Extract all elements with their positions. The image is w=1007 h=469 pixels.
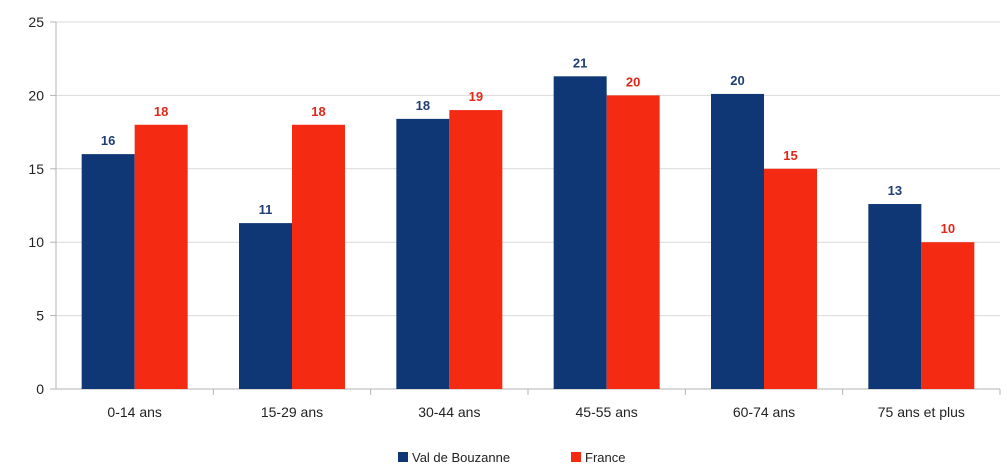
data-label: 21 [573,55,587,70]
bar-france [449,110,503,389]
data-label: 10 [941,221,955,236]
data-label: 18 [416,98,430,113]
y-tick-label: 5 [36,308,44,324]
bar-france [134,124,188,389]
legend: Val de Bouzanne France [398,450,625,465]
bar-val-de-bouzanne [239,223,292,389]
data-label: 13 [888,183,902,198]
y-tick-label: 0 [36,381,44,397]
data-label: 18 [311,104,325,119]
x-tick-label: 30-44 ans [418,404,480,420]
y-tick-label: 20 [28,87,44,103]
bar-france [606,95,660,390]
x-tick-label: 60-74 ans [733,404,795,420]
data-label: 19 [469,89,483,104]
legend-label: Val de Bouzanne [412,450,510,465]
bars [81,76,975,390]
x-axis-ticks: 0-14 ans 15-29 ans 30-44 ans 45-55 ans 60-74… [107,404,964,420]
y-tick-label: 10 [28,234,44,250]
bar-val-de-bouzanne [868,204,922,389]
data-label: 20 [730,73,744,88]
legend-swatch [398,452,408,462]
bar-val-de-bouzanne [81,154,135,389]
y-axis-ticks: 0 5 10 15 20 25 [28,14,44,397]
data-label: 15 [783,148,797,163]
bar-france [292,124,345,389]
data-labels: 16 18 11 18 18 19 21 20 20 15 13 10 [101,55,955,236]
x-tick-label: 15-29 ans [261,404,323,420]
data-label: 16 [101,133,115,148]
grid [50,21,1001,395]
data-label: 11 [259,202,273,217]
y-tick-label: 25 [28,14,44,30]
bar-val-de-bouzanne [396,118,450,389]
data-label: 18 [154,104,168,119]
legend-label: France [585,450,625,465]
bar-france [921,242,975,389]
x-tick-label: 75 ans et plus [878,404,965,420]
x-tick-label: 0-14 ans [107,404,161,420]
y-tick-label: 15 [28,161,44,177]
x-tick-label: 45-55 ans [576,404,638,420]
data-label: 20 [626,74,640,89]
bar-france [764,168,817,389]
legend-swatch [571,452,581,462]
bar-val-de-bouzanne [711,93,764,389]
bar-val-de-bouzanne [553,76,607,389]
